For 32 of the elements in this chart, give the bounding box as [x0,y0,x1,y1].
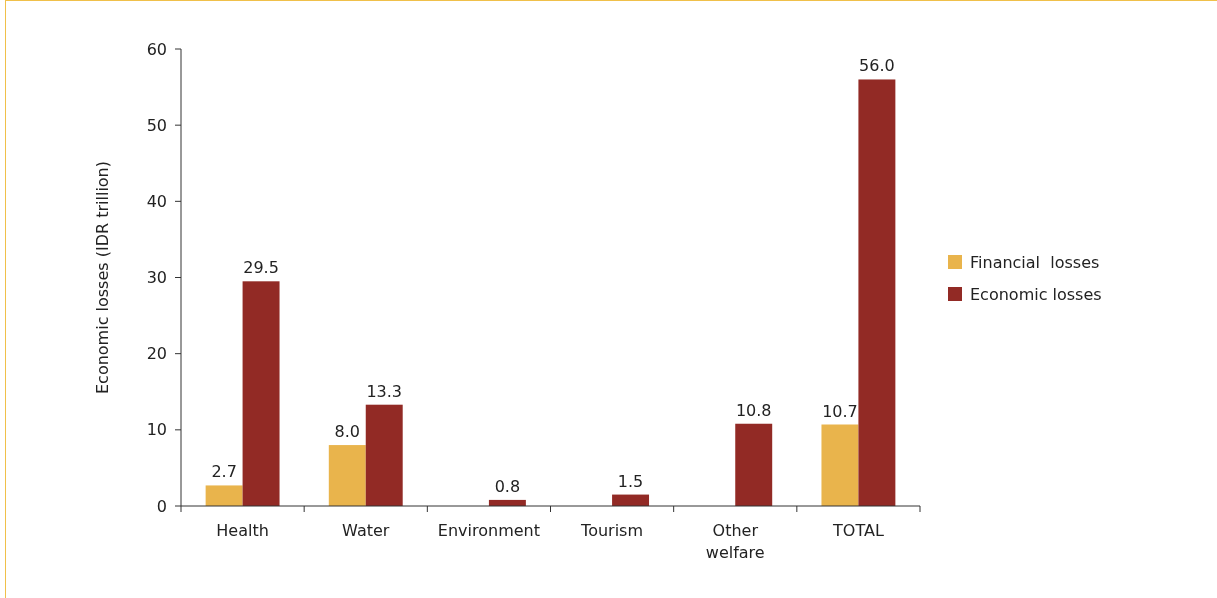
y-tick-label: 40 [146,191,167,211]
y-tick-label: 10 [146,420,167,440]
data-label: 10.8 [735,400,772,420]
x-tick-label: Water [342,521,390,540]
x-tick-label: Health [216,521,269,540]
y-tick-label: 20 [146,344,167,364]
data-label: 2.7 [211,462,237,482]
y-tick-label: 0 [156,496,167,516]
bar [365,404,403,506]
bar [328,445,366,506]
data-label: 1.5 [617,471,644,491]
bar [205,485,243,506]
bar [821,424,859,506]
data-label: 8.0 [334,422,360,442]
y-tick-label: 50 [146,115,167,135]
y-tick-label: 60 [146,39,167,59]
x-tick-label: Other welfare [705,521,765,562]
bar [735,423,773,506]
data-label: 10.7 [822,401,858,421]
data-label: 13.3 [366,381,403,401]
legend-label: Economic losses [970,284,1102,304]
data-label: 56.0 [859,56,895,76]
x-tick-label: Tourism [580,521,644,540]
bar [858,79,896,506]
legend-label: Financial losses [970,252,1100,272]
data-label: 0.8 [494,476,521,496]
x-tick-label: TOTAL [832,521,884,540]
y-axis-title: Economic losses (IDR trillion) [93,161,112,394]
data-label: 29.5 [243,258,279,278]
y-tick-label: 30 [146,268,167,288]
x-tick-label: Environment [437,521,540,540]
bar [242,281,280,506]
